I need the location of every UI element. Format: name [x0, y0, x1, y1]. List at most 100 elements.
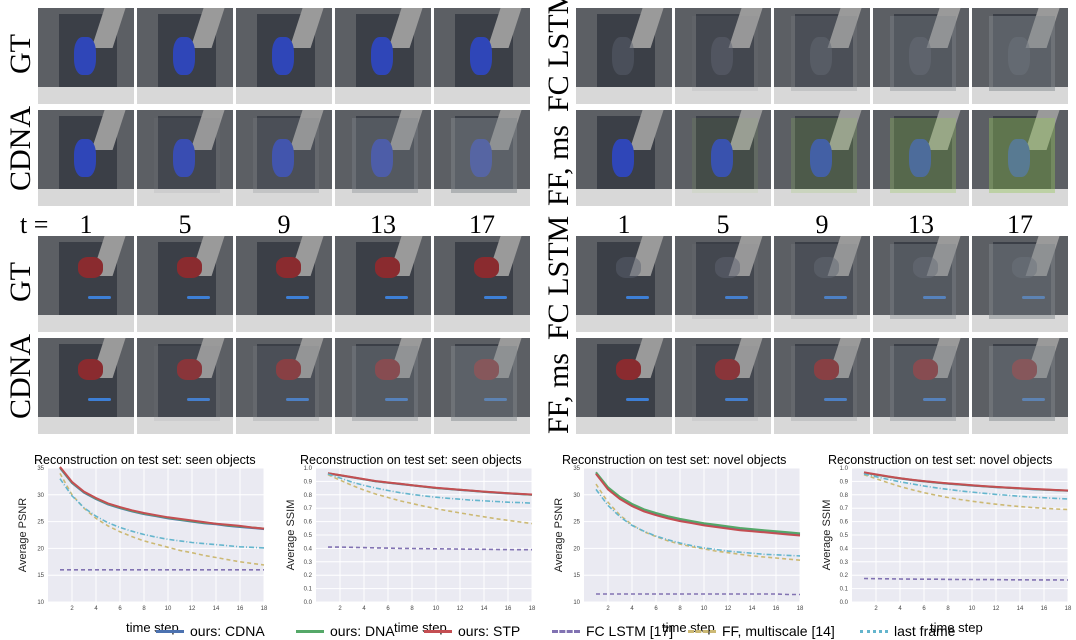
x-tick-label: 14 [481, 606, 488, 612]
y-axis-label: Average PSNR [17, 498, 29, 572]
chart-svg: 10 15 20 25 30 35 2 4 6 8 10 12 14 16 18 Average PSNR [17, 466, 268, 612]
x-tick-label: 18 [797, 606, 804, 612]
legend-item: last frame [860, 622, 955, 640]
legend-label: last frame [894, 623, 956, 639]
y-tick-label: 15 [573, 573, 580, 579]
x-tick-label: 16 [505, 606, 512, 612]
time-step-label: 5 [178, 210, 192, 239]
time-step-label: 9 [277, 210, 291, 239]
y-tick-label: 0.3 [304, 560, 313, 566]
x-tick-label: 14 [1017, 606, 1024, 612]
y-tick-label: 0.8 [840, 493, 849, 499]
video-frame [434, 110, 530, 206]
video-frame [873, 338, 969, 434]
video-frame [675, 236, 771, 332]
video-frame [972, 110, 1068, 206]
series-line [595, 488, 801, 557]
video-frame [576, 110, 672, 206]
legend-item: ours: DNA [296, 622, 395, 640]
y-tick-label: 0.0 [840, 600, 849, 606]
series-line [595, 483, 801, 561]
y-tick-label: 0.7 [304, 506, 313, 512]
y-axis-label: Average SSIM [285, 500, 297, 571]
x-tick-label: 12 [189, 606, 196, 612]
series-line [59, 473, 265, 566]
y-tick-label: 20 [37, 546, 44, 552]
y-tick-label: 10 [37, 600, 44, 606]
video-frame [137, 8, 233, 104]
video-frame [774, 338, 870, 434]
row-label: FC LSTM [542, 0, 575, 112]
time-step-label: 1 [617, 210, 631, 239]
legend-label: FC LSTM [17] [586, 623, 674, 639]
y-tick-label: 0.6 [304, 520, 313, 526]
series-line [327, 473, 533, 504]
legend-item: ours: CDNA [156, 622, 265, 640]
y-tick-label: 0.3 [840, 560, 849, 566]
plot-area [584, 468, 800, 602]
legend-swatch [688, 629, 716, 633]
y-tick-label: 25 [37, 520, 44, 526]
y-tick-label: 0.1 [304, 587, 313, 593]
legend-item: FC LSTM [17] [552, 622, 673, 640]
series-line [327, 473, 533, 525]
chart: 10 15 20 25 30 35 2 4 6 8 10 12 14 16 18 Average PSNR [540, 452, 806, 622]
chart-title: Reconstruction on test set: novel object… [562, 453, 787, 467]
row-label: CDNA [4, 105, 37, 191]
legend-label: ours: CDNA [190, 623, 265, 639]
time-step-label: 9 [815, 210, 829, 239]
chart-title: Reconstruction on test set: seen objects [300, 453, 522, 467]
x-tick-label: 8 [410, 606, 414, 612]
x-tick-label: 16 [773, 606, 780, 612]
x-axis-label: time step [930, 620, 983, 635]
y-tick-label: 30 [573, 493, 580, 499]
video-frame [576, 8, 672, 104]
video-frame [873, 110, 969, 206]
chart-title: Reconstruction on test set: seen objects [34, 453, 256, 467]
video-frame [137, 110, 233, 206]
chart-svg: 0.0 0.1 0.2 0.3 0.4 0.5 0.6 0.7 0.8 0.9 1.0 2 4 6 8 10 1… [285, 466, 536, 612]
video-frame [335, 8, 431, 104]
row-label: FF, ms [542, 125, 575, 206]
legend-label: ours: STP [458, 623, 521, 639]
video-frame [774, 110, 870, 206]
x-tick-label: 18 [529, 606, 536, 612]
x-tick-label: 12 [993, 606, 1000, 612]
chart-svg: 10 15 20 25 30 35 2 4 6 8 10 12 14 16 18 Average PSNR [553, 466, 804, 612]
time-step-prefix: t = [20, 210, 49, 239]
series-line [863, 577, 1069, 581]
video-frame [335, 338, 431, 434]
x-tick-label: 6 [654, 606, 658, 612]
x-tick-label: 14 [213, 606, 220, 612]
x-tick-label: 6 [118, 606, 122, 612]
legend-swatch [424, 629, 452, 633]
row-label: GT [4, 262, 37, 302]
time-step-label: 5 [716, 210, 730, 239]
y-tick-label: 15 [37, 573, 44, 579]
y-tick-label: 20 [573, 546, 580, 552]
video-frame [38, 8, 134, 104]
x-tick-label: 10 [165, 606, 172, 612]
row-label: CDNA [4, 333, 37, 419]
legend-label: ours: DNA [330, 623, 395, 639]
x-tick-label: 4 [630, 606, 634, 612]
x-tick-label: 8 [142, 606, 146, 612]
x-tick-label: 16 [237, 606, 244, 612]
y-tick-label: 0.7 [840, 506, 849, 512]
x-tick-label: 8 [678, 606, 682, 612]
y-tick-label: 25 [573, 520, 580, 526]
x-tick-label: 10 [969, 606, 976, 612]
y-tick-label: 1.0 [840, 466, 849, 472]
x-tick-label: 12 [457, 606, 464, 612]
chart: 0.0 0.1 0.2 0.3 0.4 0.5 0.6 0.7 0.8 0.9 1.0 2 4 6 8 10 1… [808, 452, 1074, 622]
row-label: FF, ms [542, 353, 575, 434]
video-frame [972, 236, 1068, 332]
y-axis-label: Average SSIM [821, 500, 833, 571]
video-frame [675, 8, 771, 104]
video-frame [873, 8, 969, 104]
series-line [596, 593, 800, 596]
time-step-label: 17 [1007, 210, 1033, 239]
video-frame [137, 236, 233, 332]
video-frame [38, 338, 134, 434]
legend-swatch [296, 629, 324, 633]
